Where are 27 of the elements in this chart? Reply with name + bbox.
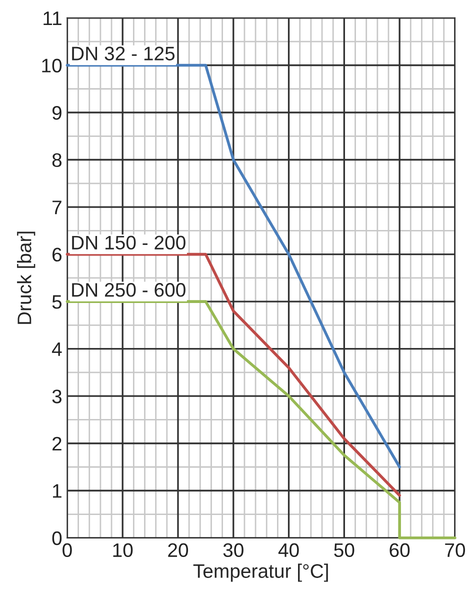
series-label: DN 150 - 200 bbox=[72, 236, 186, 250]
series-label: DN 250 - 600 bbox=[72, 283, 186, 297]
y-tick-label: 7 bbox=[52, 200, 62, 214]
line-series bbox=[66, 64, 401, 468]
x-tick-label: 60 bbox=[390, 543, 410, 558]
y-tick-label: 4 bbox=[52, 342, 62, 356]
y-tick-label: 8 bbox=[52, 153, 62, 168]
y-tick-label: 11 bbox=[44, 12, 62, 26]
x-tick-label: 50 bbox=[334, 543, 354, 558]
line-series bbox=[66, 252, 401, 497]
y-tick-label: 3 bbox=[52, 390, 62, 404]
x-axis-title: Temperatur [°C] bbox=[193, 564, 328, 582]
x-tick-label: 40 bbox=[278, 543, 299, 558]
y-axis-title: Druck [bar] bbox=[17, 232, 36, 324]
x-tick-label: 0 bbox=[62, 543, 72, 558]
y-tick-label: 10 bbox=[42, 58, 62, 72]
y-tick-label: 0 bbox=[52, 531, 62, 546]
y-tick-label: 2 bbox=[52, 436, 62, 450]
series-label: DN 32 - 125 bbox=[72, 46, 175, 60]
y-tick-label: 9 bbox=[52, 106, 62, 120]
x-tick-label: 30 bbox=[223, 543, 244, 558]
x-tick-label: 10 bbox=[113, 543, 133, 558]
y-tick-label: 1 bbox=[53, 484, 62, 498]
y-tick-label: 5 bbox=[52, 295, 62, 309]
x-tick-label: 20 bbox=[168, 543, 188, 558]
y-tick-label: 6 bbox=[52, 248, 62, 262]
x-tick-label: 70 bbox=[445, 543, 466, 558]
